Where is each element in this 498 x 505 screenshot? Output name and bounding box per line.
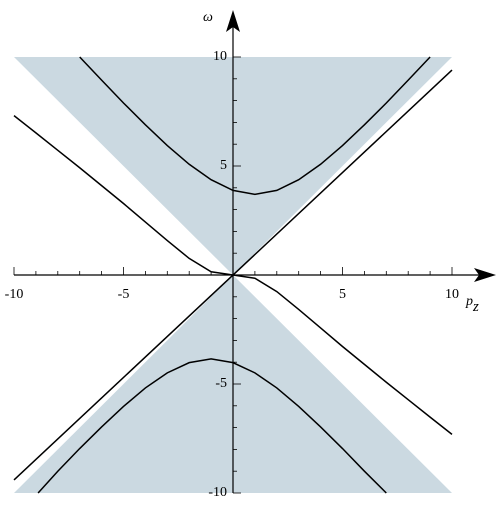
x-axis-label-main: p <box>465 294 473 309</box>
x-tick-label: 10 <box>445 287 459 302</box>
x-tick-label: -10 <box>5 287 24 302</box>
x-tick-label: -5 <box>118 287 130 302</box>
curve <box>37 358 387 494</box>
y-axis-arrow <box>226 10 240 32</box>
y-axis-label: ω <box>203 10 213 25</box>
x-axis-arrow <box>474 268 496 282</box>
y-tick-label: 10 <box>213 49 227 64</box>
y-tick-label: -5 <box>215 376 227 391</box>
curve <box>79 56 431 196</box>
x-axis-label: pz <box>465 294 479 315</box>
y-tick-label: -10 <box>208 485 227 500</box>
x-tick-label: 5 <box>339 287 346 302</box>
y-tick-label: 5 <box>220 158 227 173</box>
x-axis-label-subscript: z <box>472 299 479 315</box>
